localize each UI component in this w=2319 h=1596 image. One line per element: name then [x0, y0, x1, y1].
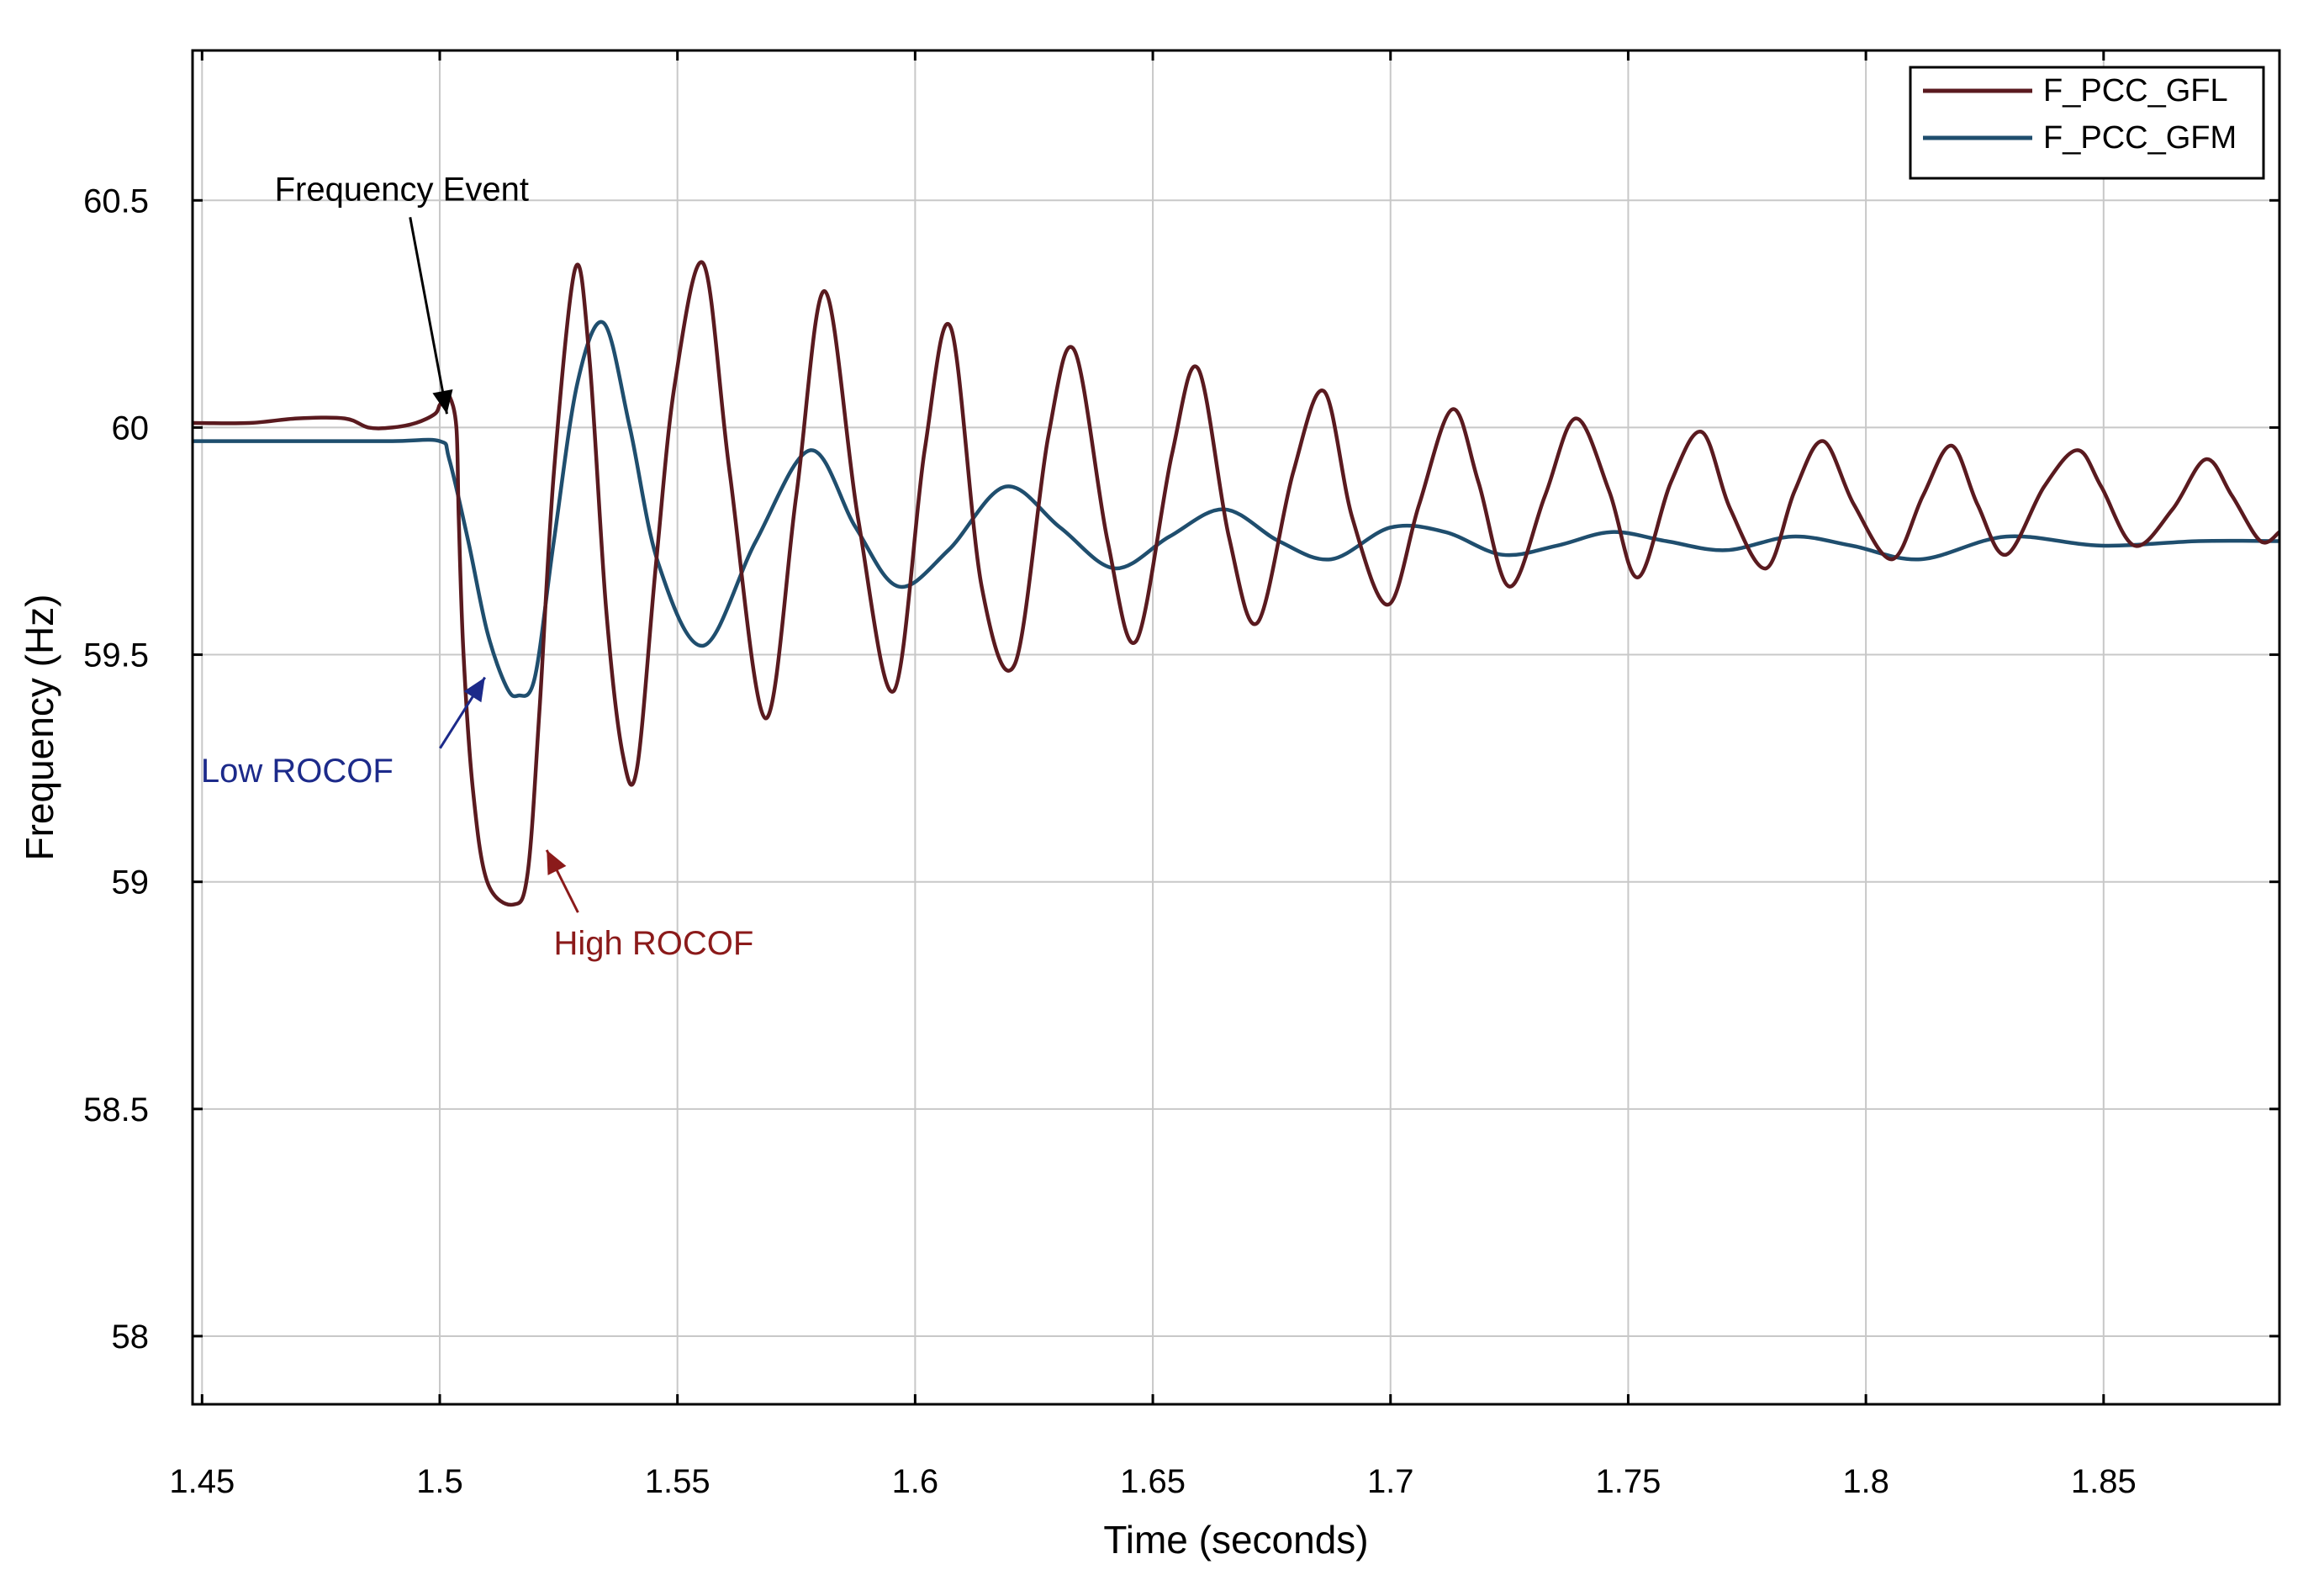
annotation-low-rocof: Low ROCOF [201, 753, 394, 790]
x-tick-label: 1.7 [1367, 1463, 1414, 1500]
x-tick-label: 1.6 [892, 1463, 939, 1500]
annotation-arrow-frequency-event-head [432, 389, 453, 415]
annotation-arrow-frequency-event-shaft [409, 217, 448, 415]
annotation-arrow-low-rocof-head [463, 677, 485, 703]
grid-layer [193, 50, 2279, 1404]
legend-box [1909, 66, 2265, 180]
series-line-f-pcc-gfm [193, 320, 2279, 699]
legend: F_PCC_GFL F_PCC_GFM [1909, 66, 2265, 180]
y-tick-label: 59 [112, 864, 150, 901]
y-tick-label: 60.5 [83, 182, 149, 219]
series-line-f-pcc-gfl [193, 260, 2279, 907]
y-tick-label: 58.5 [83, 1091, 149, 1128]
y-tick-label: 58 [112, 1319, 150, 1356]
y-axis-label: Frequency (Hz) [18, 595, 61, 861]
y-tick-label: 60 [112, 410, 150, 447]
x-tick-label: 1.65 [1120, 1463, 1186, 1500]
legend-label: F_PCC_GFL [2043, 73, 2228, 108]
x-tick-label: 1.55 [645, 1463, 710, 1500]
x-tick-label: 1.8 [1842, 1463, 1889, 1500]
y-tick-label: 59.5 [83, 637, 149, 674]
annotation-arrow-high-rocof-head [547, 849, 567, 875]
legend-label: F_PCC_GFM [2043, 120, 2237, 156]
x-axis-label: Time (seconds) [1103, 1518, 1368, 1562]
series-layer [193, 260, 2279, 907]
x-tick-label: 1.75 [1596, 1463, 1661, 1500]
annotation-frequency-event: Frequency Event [275, 171, 529, 208]
plot-frame [191, 49, 2281, 1406]
x-tick-label: 1.45 [169, 1463, 235, 1500]
annotation-layer: Frequency Event Low ROCOF High ROCOF [201, 171, 753, 962]
annotation-high-rocof: High ROCOF [554, 925, 754, 962]
tick-layer: 1.45 1.5 1.55 1.6 1.65 1.7 1.75 1.8 1.85 58 58.5 59… [83, 50, 2279, 1500]
x-tick-label: 1.5 [416, 1463, 463, 1500]
x-tick-label: 1.85 [2071, 1463, 2137, 1500]
